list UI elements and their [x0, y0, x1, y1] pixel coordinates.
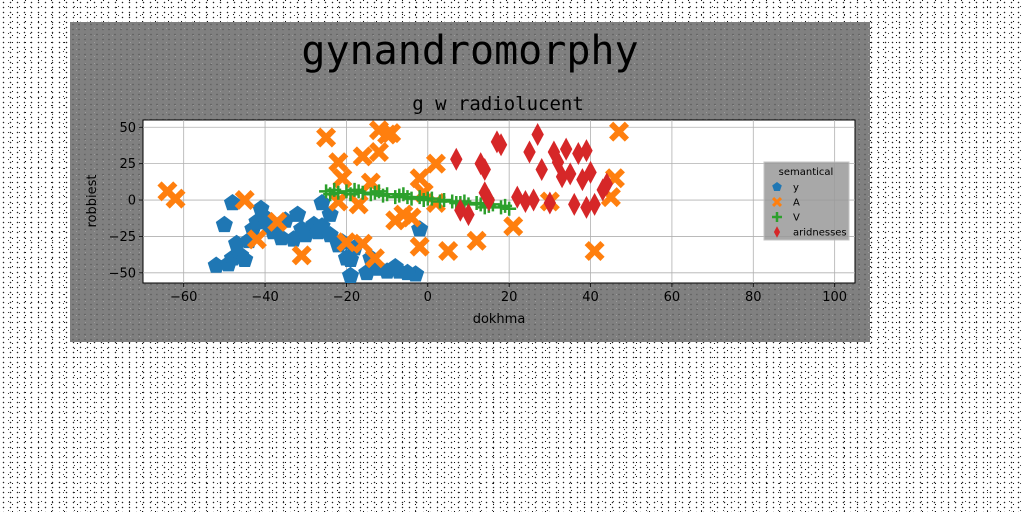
data-point	[503, 216, 524, 237]
y-tick-label: 50	[119, 121, 136, 136]
data-point	[568, 192, 581, 216]
legend-label: aridnesses	[793, 228, 847, 239]
data-point	[341, 266, 360, 283]
data-point	[580, 139, 593, 163]
axis-ticks: −60 −40 −20 0 20 40 60 80 100 −50 −25 0 25 50	[109, 121, 848, 305]
data-point	[291, 245, 312, 266]
data-point	[588, 192, 601, 216]
data-point	[438, 240, 459, 261]
data-point	[316, 127, 337, 148]
data-point	[364, 248, 385, 269]
data-point	[234, 190, 255, 211]
data-point	[236, 250, 254, 267]
data-point	[352, 146, 373, 167]
x-tick-label: −20	[333, 290, 360, 305]
data-point	[358, 263, 376, 281]
data-point	[580, 195, 593, 219]
chart-title: g w radiolucent	[412, 93, 584, 115]
x-tick-label: 0	[424, 290, 432, 305]
data-marks	[157, 120, 630, 283]
y-tick-label: 0	[128, 194, 136, 209]
x-tick-label: −60	[170, 290, 197, 305]
data-point	[609, 121, 630, 142]
data-point	[332, 168, 353, 189]
data-point	[246, 229, 267, 250]
y-tick-label: 25	[119, 157, 136, 172]
data-point	[272, 228, 290, 246]
data-point	[371, 184, 386, 199]
data-point	[409, 236, 430, 257]
data-point	[401, 207, 422, 228]
data-point	[523, 140, 536, 164]
data-point	[482, 188, 496, 212]
data-point	[252, 199, 270, 217]
x-tick-label: 20	[501, 290, 518, 305]
data-point	[527, 188, 540, 212]
data-point	[381, 123, 402, 144]
data-point	[420, 191, 435, 206]
data-point	[535, 157, 548, 181]
series-A	[157, 120, 630, 269]
data-point	[502, 201, 517, 216]
data-point	[289, 205, 307, 222]
legend-label: A	[793, 198, 800, 209]
data-point	[437, 193, 452, 208]
x-tick-label: −40	[251, 290, 278, 305]
data-point	[425, 153, 446, 174]
data-point	[323, 187, 338, 202]
data-point	[165, 188, 186, 209]
data-point	[511, 185, 524, 209]
legend-marker-A	[772, 197, 782, 207]
legend-label: y	[793, 183, 799, 194]
x-tick-label: 80	[745, 290, 762, 305]
data-point	[352, 233, 373, 254]
legend-marker-aridnesses	[773, 226, 781, 238]
data-point	[494, 133, 508, 157]
data-point	[207, 256, 225, 273]
data-point	[398, 263, 416, 281]
legend-marker-V	[772, 212, 782, 222]
data-point	[396, 187, 411, 202]
x-axis-label: dokhma	[473, 312, 526, 327]
data-point	[368, 142, 389, 163]
data-point	[478, 157, 491, 181]
data-point	[466, 230, 487, 251]
legend-label: V	[793, 213, 800, 224]
data-point	[328, 152, 349, 173]
data-point	[450, 147, 463, 171]
y-tick-label: −25	[109, 230, 136, 245]
data-point	[572, 141, 585, 165]
x-tick-label: 100	[822, 290, 847, 305]
data-point	[409, 168, 430, 189]
data-point	[380, 187, 395, 202]
data-point	[404, 191, 419, 206]
data-point	[462, 203, 475, 227]
data-point	[596, 178, 609, 202]
chart: gynandromorphy g w radiolucent −60 −40 −20…	[85, 28, 856, 327]
data-point	[551, 150, 565, 174]
legend-marker-y	[772, 182, 782, 191]
data-point	[355, 185, 370, 200]
y-tick-label: −50	[109, 266, 136, 281]
data-point	[267, 211, 288, 232]
data-point	[336, 232, 357, 253]
series-V	[319, 182, 517, 216]
data-point	[331, 185, 346, 200]
figure: gynandromorphy g w radiolucent −60 −40 −20…	[70, 22, 870, 342]
data-point	[347, 182, 362, 197]
data-point	[584, 240, 605, 261]
data-point	[215, 215, 233, 233]
legend-title: semantical	[779, 167, 834, 178]
y-axis-label: robbiest	[85, 175, 100, 228]
data-point	[584, 160, 597, 184]
x-tick-label: 60	[664, 290, 681, 305]
chart-suptitle: gynandromorphy	[301, 28, 638, 74]
data-point	[321, 226, 339, 243]
data-point	[555, 165, 569, 189]
data-point	[576, 168, 589, 192]
x-tick-label: 40	[582, 290, 599, 305]
